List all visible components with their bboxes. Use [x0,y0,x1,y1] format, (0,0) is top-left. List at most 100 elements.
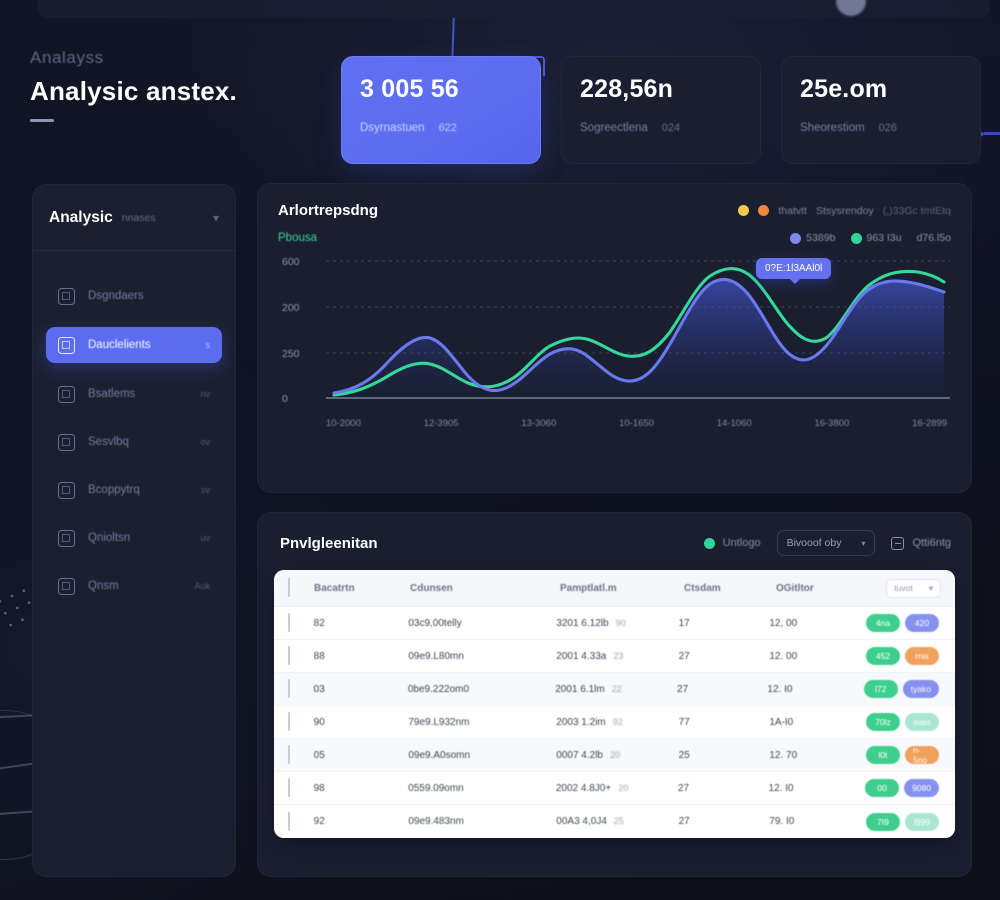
sidebar-item-2[interactable]: Bsatlems nv [46,377,222,411]
sidebar-item-6[interactable]: Qnsm Auk [46,569,222,603]
page-header: Analayss Analysic anstex. [30,48,330,122]
badge-0[interactable]: l0t [866,746,900,764]
chart-header-label-1[interactable]: Stsysrendoy [815,204,874,217]
cell-badges: 4na 420 [866,614,941,632]
sidebar: Analysic nnases ▾ Dsgndaers Dauclelients… [32,184,236,877]
cell-id: 88 [313,650,325,662]
stat-card-primary[interactable]: 3 005 56 Dsyrnastuen 622 [341,56,541,164]
badge-1[interactable]: n-5no [905,745,939,765]
row-checkbox[interactable] [288,712,290,731]
cell-date: 2001 4.33a 23 [556,651,678,662]
column-header-4[interactable]: OGitltor [776,582,814,594]
select-all-checkbox-cell[interactable] [288,578,314,597]
badge-0[interactable]: l72 [863,680,898,698]
cell-badges: l72 tyako [863,680,941,698]
page-eyebrow: Analayss [30,48,104,67]
badge-1[interactable]: nato [905,713,939,731]
row-checkbox-cell[interactable] [288,712,314,731]
sidebar-item-0[interactable]: Dsgndaers [46,279,222,313]
row-checkbox-cell[interactable] [288,778,314,797]
badge-0[interactable]: 00 [865,779,900,797]
stat-card-secondary[interactable]: 228,56n Sogreectlena 024 [561,56,761,164]
badge-1[interactable]: tyako [902,680,939,698]
badge-0[interactable]: 7I9 [866,812,900,831]
sidebar-item-5[interactable]: Qnioltsn uv [46,521,222,555]
table-header-control[interactable]: tuvot ▾ [886,578,941,598]
chevron-down-icon[interactable]: ▾ [212,210,219,225]
cell-date-sub: 20 [618,782,629,793]
table-row[interactable]: 05 09e9.A0somn 0007 4.2lb 20 25 12. 70 l0t n-5n… [274,739,955,772]
select-all-checkbox[interactable] [288,578,290,597]
sidebar-item-1[interactable]: Dauclelients s [46,327,222,363]
column-header-1[interactable]: Cdunsen [410,582,453,594]
badge-0[interactable]: 452 [866,647,900,665]
cell-name: 03c9,00telly [408,617,462,629]
legend-item-0[interactable]: 5389b [790,232,836,244]
top-panel-decoration [38,0,990,18]
legend-color-dot-green-icon [850,232,862,244]
legend-color-dot-blue-icon [790,232,802,244]
row-checkbox[interactable] [288,811,290,831]
badge-1[interactable]: rnis [905,647,939,665]
badge-1[interactable]: 9080 [904,779,939,797]
table-row[interactable]: 03 0be9.222om0 2001 6.1lm 22 27 12. I0 l72 tyak… [274,673,955,706]
chart-card-header: Arlortrepsdng thatvtt Stsysrendoy (,)33G… [278,202,951,219]
cell-id: 03 [313,683,325,695]
row-checkbox[interactable] [288,613,290,632]
archive-icon [58,529,75,547]
badge-1[interactable]: 420 [905,614,939,632]
cell-date-main: 2003 1.2im [556,716,606,728]
cell-value: 12. I0 [767,683,793,695]
row-checkbox[interactable] [288,745,290,764]
row-checkbox-cell[interactable] [288,679,314,698]
cell-date-sub: 22 [611,683,622,694]
table-row[interactable]: 90 79e9.L932nm 2003 1.2im 92 77 1A-I0 70lz nato [274,706,955,739]
table-row[interactable]: 92 09e9.483nm 00A3 4,0J4 25 27 79. I0 7I9 l999 [274,805,955,838]
stat-delta: 024 [661,122,681,134]
export-button[interactable]: Qtti6ntg [891,536,951,550]
table-row[interactable]: 98 0559.09omn 2002 4.8J0+ 20 27 12. I0 00 9080 [274,772,955,805]
badge-0[interactable]: 4na [866,614,900,632]
cell-date-main: 2001 4.33a [556,650,607,662]
y-axis-tick-0: 600 [282,256,300,268]
cell-date-sub: 92 [612,716,623,727]
column-header-0[interactable]: Bacatrtn [314,582,355,594]
cell-date: 0007 4.2lb 20 [556,750,678,761]
chart-legend: 5389b 963 I3u d76.l5o [782,232,951,244]
cell-date: 2003 1.2im 92 [556,717,678,728]
title-underline [30,119,54,122]
cell-date-sub: 20 [610,749,621,760]
stat-card-tertiary[interactable]: 25e.om Sheorestiom 026 [781,56,981,164]
legend-item-1[interactable]: 963 I3u [850,232,902,244]
orange-dot-icon[interactable] [758,205,770,216]
row-checkbox-cell[interactable] [288,745,314,764]
yellow-dot-icon[interactable] [738,205,750,216]
sidebar-item-4[interactable]: Bcoppytrq sv [46,473,222,507]
row-checkbox-cell[interactable] [288,646,314,665]
row-checkbox[interactable] [288,778,290,797]
chart-card: Arlortrepsdng thatvtt Stsysrendoy (,)33G… [257,183,972,493]
badge-0[interactable]: 70lz [866,713,900,731]
column-header-3[interactable]: Ctsdam [684,582,721,594]
table-body: 82 03c9,00telly 3201 6.12lb 90 17 12, 00 4na 42… [274,607,955,838]
row-checkbox-cell[interactable] [288,811,314,831]
table-row[interactable]: 88 09e9.L80mn 2001 4.33a 23 27 12. 00 452 rnis [274,640,955,673]
cell-name: 79e9.L932nm [408,716,470,728]
row-checkbox[interactable] [288,646,290,665]
chart-tooltip: 0?E:1l3AAl0l [756,258,832,284]
filter-select-value: Bivooof oby [786,537,842,549]
row-checkbox[interactable] [288,679,290,698]
x-axis-tick-1: 12-3905 [423,418,459,429]
x-axis-ticks: 10-2000 12-3905 13-3060 10-1650 14-1060 … [326,418,947,429]
x-axis-tick-3: 10-1650 [619,418,654,429]
column-header-2[interactable]: Pamptlatl.m [560,582,617,594]
chart-header-label-2: (,)33Gc tmtEtq [882,204,951,217]
sidebar-item-3[interactable]: Sesvlbq ov [46,425,222,459]
cell-id: 82 [313,617,325,629]
badge-1[interactable]: l999 [905,812,939,831]
filter-select[interactable]: Bivooof oby ▾ [776,530,876,556]
legend-label: 5389b [806,232,836,244]
cell-value: 12. 00 [769,650,798,662]
table-row[interactable]: 82 03c9,00telly 3201 6.12lb 90 17 12, 00 4na 42… [274,607,955,640]
row-checkbox-cell[interactable] [288,613,314,632]
